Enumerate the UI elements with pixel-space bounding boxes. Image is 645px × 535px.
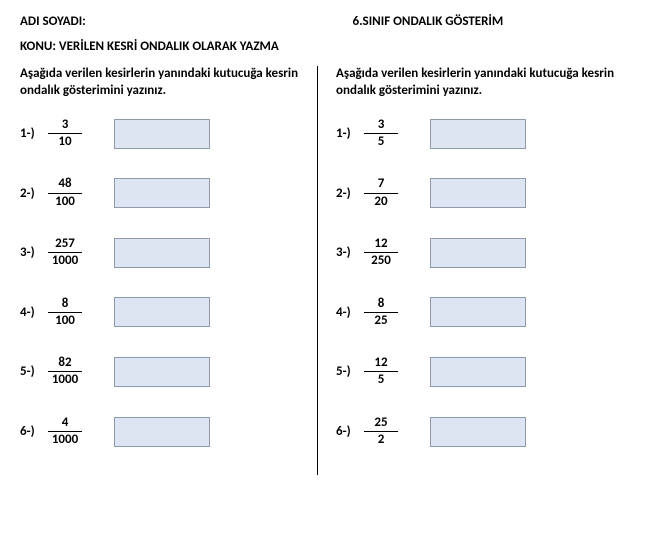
worksheet-header: ADI SOYADI: 6.SINIF ONDALIK GÖSTERİM <box>20 14 625 29</box>
name-label: ADI SOYADI: <box>20 14 293 29</box>
question-number: 6-) <box>20 424 44 439</box>
question-row: 1-) 3 5 <box>336 118 615 150</box>
fraction: 8 100 <box>44 297 86 329</box>
instruction-left: Aşağıda verilen kesirlerin yanındaki kut… <box>20 66 299 100</box>
question-number: 1-) <box>336 126 360 141</box>
question-number: 3-) <box>20 245 44 260</box>
fraction-numerator: 8 <box>375 297 388 312</box>
question-row: 3-) 12 250 <box>336 237 615 269</box>
fraction-denominator: 5 <box>375 134 388 149</box>
fraction-denominator: 20 <box>371 194 390 209</box>
fraction-numerator: 8 <box>59 297 72 312</box>
question-number: 6-) <box>336 424 360 439</box>
answer-box[interactable] <box>114 297 210 327</box>
question-row: 2-) 7 20 <box>336 177 615 209</box>
answer-box[interactable] <box>114 357 210 387</box>
fraction-numerator: 48 <box>55 177 74 192</box>
fraction-numerator: 12 <box>371 356 390 371</box>
fraction: 257 1000 <box>44 237 86 269</box>
topic-line: KONU: VERİLEN KESRİ ONDALIK OLARAK YAZMA <box>20 39 625 54</box>
answer-box[interactable] <box>430 238 526 268</box>
question-row: 5-) 82 1000 <box>20 356 299 388</box>
answer-box[interactable] <box>430 417 526 447</box>
question-number: 5-) <box>20 364 44 379</box>
question-row: 5-) 12 5 <box>336 356 615 388</box>
left-column: Aşağıda verilen kesirlerin yanındaki kut… <box>20 66 318 475</box>
answer-box[interactable] <box>430 297 526 327</box>
question-row: 4-) 8 100 <box>20 297 299 329</box>
fraction-numerator: 7 <box>375 177 388 192</box>
fraction-denominator: 1000 <box>49 253 81 268</box>
fraction-numerator: 257 <box>52 237 78 252</box>
fraction-numerator: 12 <box>371 237 390 252</box>
answer-box[interactable] <box>430 119 526 149</box>
fraction-denominator: 5 <box>375 372 388 387</box>
fraction: 4 1000 <box>44 416 86 448</box>
question-number: 4-) <box>336 305 360 320</box>
question-number: 5-) <box>336 364 360 379</box>
fraction: 12 250 <box>360 237 402 269</box>
question-number: 2-) <box>20 186 44 201</box>
fraction: 25 2 <box>360 416 402 448</box>
fraction-numerator: 3 <box>375 118 388 133</box>
fraction: 3 5 <box>360 118 402 150</box>
fraction-denominator: 10 <box>55 134 74 149</box>
instruction-right: Aşağıda verilen kesirlerin yanındaki kut… <box>336 66 615 100</box>
fraction-denominator: 250 <box>368 253 394 268</box>
fraction-denominator: 100 <box>52 194 78 209</box>
question-row: 6-) 25 2 <box>336 416 615 448</box>
question-row: 2-) 48 100 <box>20 177 299 209</box>
fraction: 82 1000 <box>44 356 86 388</box>
answer-box[interactable] <box>430 357 526 387</box>
page-title: 6.SINIF ONDALIK GÖSTERİM <box>293 14 626 29</box>
question-number: 3-) <box>336 245 360 260</box>
fraction: 7 20 <box>360 177 402 209</box>
fraction-denominator: 1000 <box>49 372 81 387</box>
fraction-numerator: 3 <box>59 118 72 133</box>
answer-box[interactable] <box>430 178 526 208</box>
answer-box[interactable] <box>114 178 210 208</box>
fraction: 8 25 <box>360 297 402 329</box>
question-row: 4-) 8 25 <box>336 297 615 329</box>
right-column: Aşağıda verilen kesirlerin yanındaki kut… <box>318 66 625 475</box>
fraction-numerator: 4 <box>59 416 72 431</box>
question-number: 2-) <box>336 186 360 201</box>
fraction: 48 100 <box>44 177 86 209</box>
question-row: 1-) 3 10 <box>20 118 299 150</box>
answer-box[interactable] <box>114 417 210 447</box>
question-row: 6-) 4 1000 <box>20 416 299 448</box>
answer-box[interactable] <box>114 119 210 149</box>
fraction-denominator: 100 <box>52 313 78 328</box>
fraction-numerator: 25 <box>371 416 390 431</box>
fraction-denominator: 2 <box>375 432 388 447</box>
answer-box[interactable] <box>114 238 210 268</box>
fraction-numerator: 82 <box>55 356 74 371</box>
worksheet-columns: Aşağıda verilen kesirlerin yanındaki kut… <box>20 66 625 475</box>
fraction: 12 5 <box>360 356 402 388</box>
question-row: 3-) 257 1000 <box>20 237 299 269</box>
fraction-denominator: 1000 <box>49 432 81 447</box>
question-number: 4-) <box>20 305 44 320</box>
fraction-denominator: 25 <box>371 313 390 328</box>
fraction: 3 10 <box>44 118 86 150</box>
question-number: 1-) <box>20 126 44 141</box>
